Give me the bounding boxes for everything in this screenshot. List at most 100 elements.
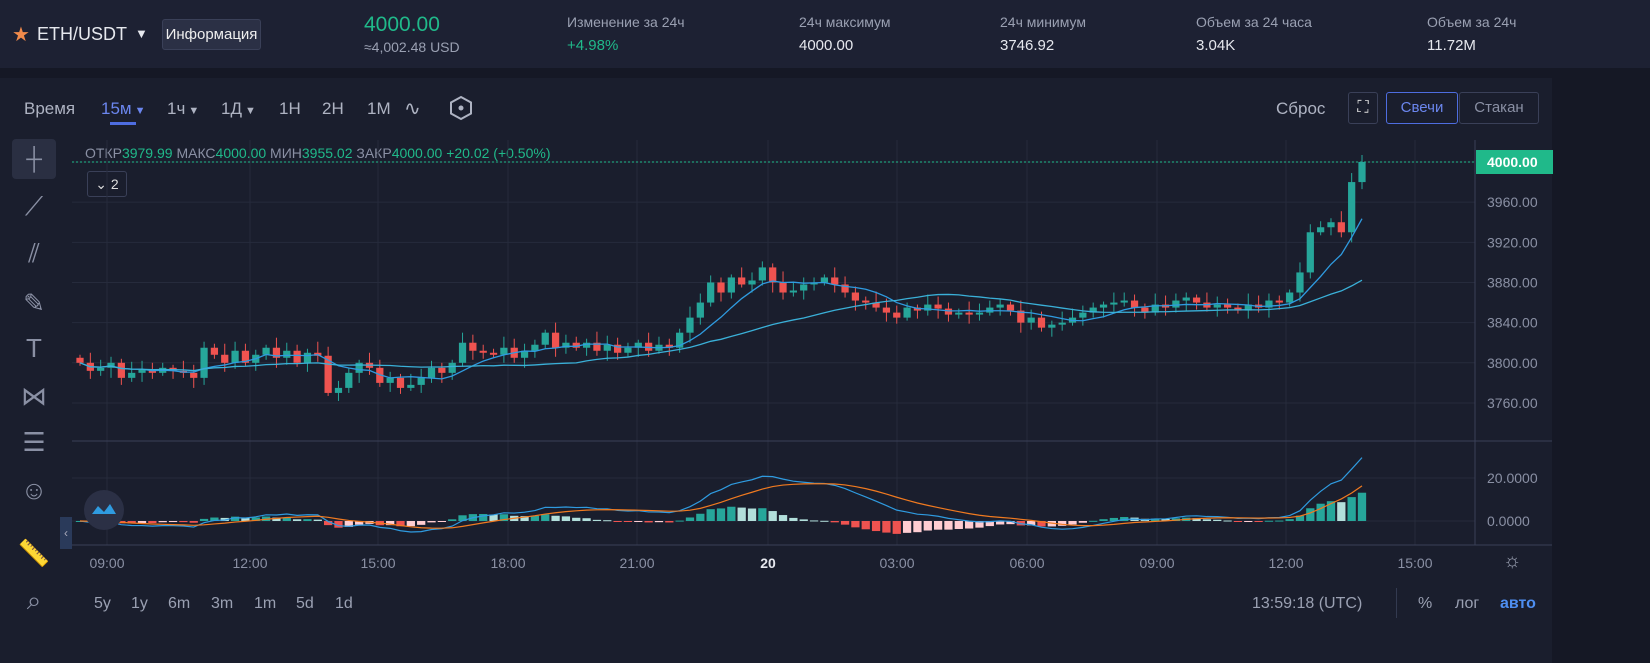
zoom-icon[interactable]: ⌕ [26,585,42,615]
macd-histogram-bar [344,521,353,527]
macd-histogram-bar [1285,519,1294,521]
range-button[interactable]: 1d [335,595,353,612]
candle-up [262,347,270,355]
divider [1396,588,1397,618]
indicator-wave-icon[interactable]: ∿ [404,98,421,120]
macd-histogram-bar [230,516,240,521]
active-interval-underline [110,122,136,125]
macd-histogram-bar [210,517,219,521]
log-toggle[interactable]: лог [1455,595,1480,612]
candle-down [1192,297,1201,303]
candle-up [1110,302,1118,305]
percent-toggle[interactable]: % [1418,595,1433,612]
candle-down [324,355,332,393]
range-button[interactable]: 5y [94,595,111,612]
macd-histogram-bar [727,506,736,521]
candle-down [872,302,880,308]
fullscreen-icon[interactable]: ⛶ [1348,92,1378,124]
open-value: 3979.99 [121,145,173,161]
macd-histogram-bar [996,521,1005,525]
pitchfork-icon[interactable]: ⫽ [28,238,40,268]
macd-histogram-bar [840,521,850,525]
emoji-icon[interactable]: ☺ [20,475,48,505]
candle-up [407,384,415,388]
collapse-toolbar-button[interactable]: ‹ [60,517,72,549]
candle-down [1006,304,1015,311]
candle-up [97,367,105,371]
macd-histogram-bar [634,521,643,522]
caret-down-icon[interactable]: ▼ [135,26,148,41]
info-button[interactable]: Информация [162,19,261,50]
macd-histogram-bar [871,521,881,532]
range-button[interactable]: 1y [131,595,148,612]
range-button[interactable]: 1m [254,595,277,612]
macd-histogram-bar [623,521,633,522]
macd-histogram-bar [582,518,591,521]
price-tick: 3840.00 [1487,315,1538,331]
signal-line [79,483,1363,529]
candle-down [934,304,942,309]
interval-1[interactable]: 1ч ▼ [167,99,200,118]
range-button[interactable]: 3m [211,595,234,612]
macd-histogram-bar [1047,521,1056,527]
candle-up [231,350,239,363]
macd-histogram-bar [479,513,488,521]
macd-histogram-bar [706,509,715,521]
text-icon[interactable]: T [26,333,42,363]
macd-histogram-bar [282,517,291,521]
interval-4[interactable]: 2Н [322,99,344,119]
settings-gear-icon[interactable]: ☼ [1503,550,1522,572]
candle-down [551,332,560,348]
settings-hexagon-icon[interactable] [448,95,474,121]
time-tick: 12:00 [1268,555,1303,571]
price-tick: 4000.00 [1487,154,1538,170]
interval-label: 2Н [322,99,344,118]
candle-down [1130,300,1139,308]
last-price: 4000.00 [364,13,440,36]
candle-down [117,362,125,378]
fib-icon[interactable]: ☰ [22,427,46,457]
range-button[interactable]: 5d [296,595,314,612]
time-tick: 09:00 [89,555,124,571]
macd-histogram-bar [1058,521,1067,526]
candle-down [469,342,477,351]
candle-up [603,344,611,351]
interval-5[interactable]: 1М [367,99,391,119]
stat-value: 3.04K [1196,37,1236,54]
candle-up [107,362,115,368]
candle-up [748,280,756,285]
candle-down [572,342,580,348]
auto-toggle[interactable]: авто [1500,595,1536,612]
change-value: +20.02 (+0.50%) [446,145,551,161]
symbol-selector[interactable]: ETH/USDT [37,24,127,44]
ma-line-25 [79,279,1363,372]
macd-histogram-bar [902,521,912,533]
candle-down [272,347,281,358]
macd-histogram-bar [1316,503,1325,521]
crosshair-icon[interactable]: ┼ [12,139,56,179]
candle-up [531,344,539,351]
candle-up [1244,304,1252,311]
candle-up [800,284,808,291]
time-label: Время [24,99,76,118]
range-button[interactable]: 6m [168,595,191,612]
brush-icon[interactable]: ✎ [23,288,45,318]
interval-0[interactable]: 15м ▼ [101,99,146,118]
macd-histogram-bar [406,521,415,527]
candle-up [1027,317,1035,323]
candle-down [769,267,777,283]
trendline-icon[interactable]: ⟋ [24,191,44,221]
candle-up [138,369,146,373]
candles-tab[interactable]: Свечи [1386,92,1458,124]
interval-2[interactable]: 1Д ▼ [221,99,256,118]
pattern-icon[interactable]: ⋈ [21,381,47,411]
star-icon[interactable]: ★ [12,24,30,46]
price-tick: 3880.00 [1487,274,1538,290]
interval-3[interactable]: 1Н [279,99,301,119]
macd-histogram-bar [541,514,550,521]
open-label: ОТКР [85,145,122,161]
ruler-icon[interactable]: 📏 [17,538,51,568]
orderbook-tab[interactable]: Стакан [1459,92,1539,124]
reset-button[interactable]: Сброс [1276,99,1326,118]
